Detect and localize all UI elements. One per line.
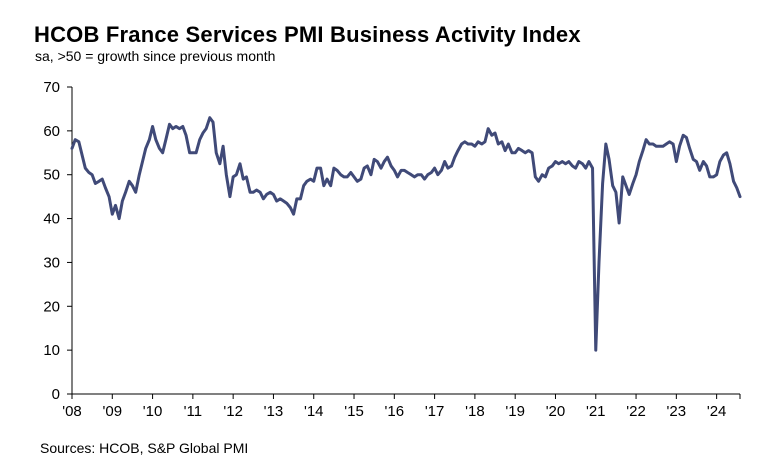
x-tick-label: '20 xyxy=(546,403,566,420)
chart-subtitle: sa, >50 = growth since previous month xyxy=(35,48,276,64)
x-tick-label: '15 xyxy=(344,403,364,420)
x-tick-label: '12 xyxy=(223,403,243,420)
x-tick-label: '16 xyxy=(385,403,405,420)
series-line-0 xyxy=(70,116,742,352)
x-tick-label: '18 xyxy=(465,403,485,420)
x-tick-label: '14 xyxy=(304,403,324,420)
x-tick-label: '22 xyxy=(626,403,646,420)
x-tick-label: '17 xyxy=(425,403,445,420)
x-tick-label: '10 xyxy=(143,403,163,420)
y-tick-label: 60 xyxy=(43,123,60,140)
y-tick-label: 10 xyxy=(43,342,60,359)
y-tick-label: 70 xyxy=(43,79,60,96)
x-tick-label: '23 xyxy=(667,403,687,420)
x-tick-label: '13 xyxy=(264,403,284,420)
y-tick-label: 0 xyxy=(52,386,60,403)
x-tick-label: '21 xyxy=(586,403,606,420)
y-tick-label: 50 xyxy=(43,167,60,184)
x-tick-label: '11 xyxy=(184,403,202,420)
x-tick-label: '08 xyxy=(62,403,82,420)
x-tick-label: '24 xyxy=(707,403,727,420)
x-tick-label: '19 xyxy=(505,403,525,420)
chart-title: HCOB France Services PMI Business Activi… xyxy=(34,22,581,47)
source-note: Sources: HCOB, S&P Global PMI xyxy=(40,440,249,456)
y-tick-label: 30 xyxy=(43,254,60,271)
x-tick-label: '09 xyxy=(103,403,123,420)
y-tick-label: 20 xyxy=(43,298,60,315)
y-tick-label: 40 xyxy=(43,211,60,228)
